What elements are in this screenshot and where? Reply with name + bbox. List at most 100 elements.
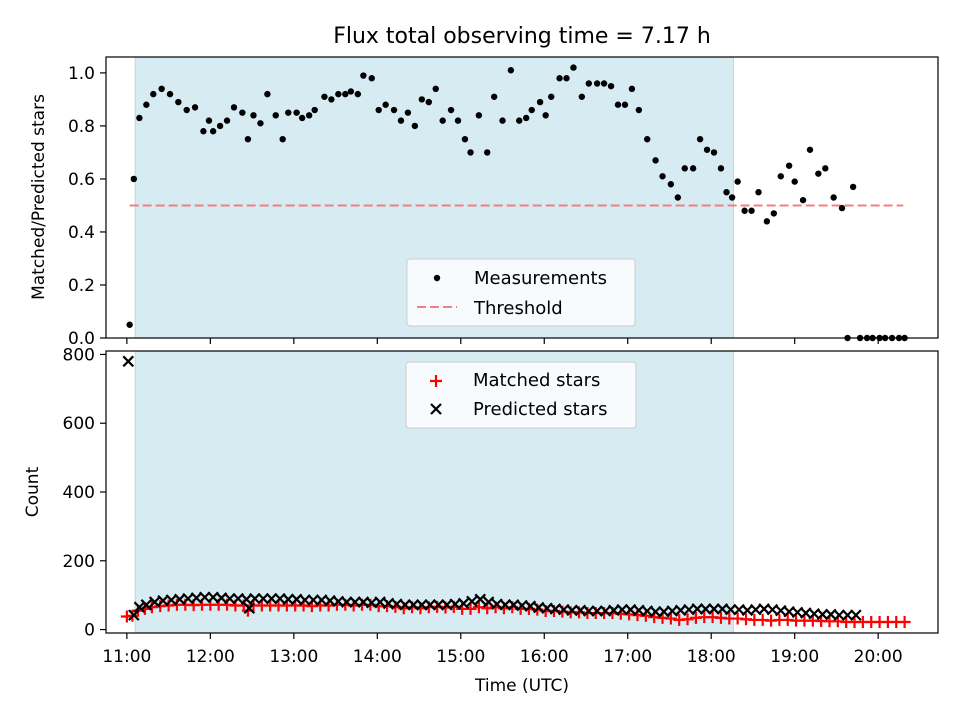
predicted-star-point	[399, 599, 411, 611]
measurement-point	[667, 181, 675, 188]
predicted-star-point	[133, 601, 146, 613]
measurement-point	[158, 85, 165, 93]
measurement-point	[723, 188, 730, 196]
measurement-point	[777, 173, 784, 180]
top-y-tick-label: 1.0	[68, 64, 95, 84]
bottom-x-tick-label: 12:00	[186, 647, 235, 667]
predicted-star-point	[482, 596, 495, 608]
predicted-star-point	[243, 602, 256, 615]
bottom-x-tick-label: 11:00	[102, 647, 151, 667]
measurement-point	[279, 135, 286, 143]
measurement-point	[467, 149, 474, 156]
measurement-point	[563, 75, 570, 82]
measurement-point	[342, 90, 349, 98]
measurement-point	[849, 183, 857, 191]
measurement-point	[126, 321, 133, 328]
predicted-star-point	[699, 603, 712, 615]
bottom-y-tick-label: 600	[63, 414, 95, 434]
bottom-y-tick-label: 800	[63, 345, 95, 365]
predicted-star-point	[128, 609, 140, 621]
measurement-point	[548, 93, 555, 100]
measurement-point	[628, 85, 636, 93]
measurement-point	[347, 88, 355, 95]
measurement-point	[652, 157, 659, 164]
measurement-point	[681, 165, 688, 172]
measurement-point	[404, 109, 412, 116]
measurement-point	[499, 117, 506, 124]
bottom-x-tick-label: 15:00	[436, 647, 485, 667]
predicted-star-point	[850, 609, 862, 621]
measurement-point	[216, 122, 224, 130]
bottom-y-axis-label: Count	[23, 466, 43, 517]
bottom-y-tick-label: 200	[63, 552, 95, 572]
predicted-star-point	[249, 592, 261, 605]
measurement-point	[710, 149, 718, 156]
predicted-star-point	[616, 603, 628, 616]
bottom-x-tick-label: 18:00	[687, 647, 736, 667]
predicted-star-point	[466, 595, 478, 608]
top-y-ticks: 0.0 0.2 0.4 0.6 0.8 1.0	[68, 64, 106, 349]
measurement-point	[298, 114, 306, 122]
measurement-point	[830, 194, 837, 201]
measurement-point	[418, 96, 426, 103]
top-y-tick-label: 0.6	[68, 170, 95, 190]
legend-measurements-marker	[433, 274, 441, 282]
bottom-y-tick-label: 400	[63, 483, 95, 503]
measurement-point	[293, 109, 300, 116]
measurement-point	[205, 117, 213, 124]
measurement-point	[838, 204, 846, 212]
predicted-star-point	[841, 609, 854, 621]
measurement-point	[311, 106, 318, 114]
measurement-point	[507, 67, 515, 74]
measurement-point	[570, 64, 577, 71]
predicted-star-point	[432, 599, 445, 611]
predicted-star-point	[499, 599, 512, 611]
predicted-star-point	[416, 599, 428, 611]
measurement-point	[806, 146, 814, 153]
measurement-point	[223, 117, 231, 124]
predicted-star-point	[583, 605, 595, 617]
measurement-point	[209, 128, 217, 135]
predicted-star-point	[265, 592, 278, 605]
measurement-point	[166, 90, 174, 98]
top-y-axis-label: Matched/Predicted stars	[29, 94, 49, 300]
measurement-point	[150, 90, 157, 98]
figure-title: Flux total observing time = 7.17 h	[333, 24, 711, 49]
measurement-point	[175, 98, 182, 106]
predicted-star-point	[833, 609, 845, 621]
predicted-star-point	[257, 592, 269, 605]
predicted-star-point	[407, 599, 420, 611]
measurement-point	[250, 112, 257, 119]
top-y-tick-label: 0.8	[68, 117, 95, 137]
bottom-x-ticks: 11:00 12:00 13:00 14:00 15:00 16:00 17:00 18:00…	[102, 633, 903, 667]
measurement-point	[791, 178, 798, 185]
measurement-point	[785, 162, 793, 169]
bottom-legend-box	[405, 361, 637, 429]
measurement-point	[621, 101, 629, 108]
predicted-star-point	[424, 599, 436, 611]
measurement-point	[411, 122, 419, 130]
measurement-point	[734, 178, 741, 185]
bottom-x-tick-label: 17:00	[603, 647, 652, 667]
measurement-point	[244, 135, 252, 143]
measurement-point	[354, 90, 362, 98]
predicted-star-point	[282, 593, 295, 606]
measurement-point	[397, 117, 405, 124]
measurement-point	[815, 170, 822, 177]
measurement-point	[475, 112, 483, 119]
top-y-tick-label: 0.0	[68, 329, 95, 349]
measurement-point	[425, 98, 432, 106]
predicted-star-point	[566, 604, 578, 617]
predicted-star-point	[591, 605, 603, 617]
measurement-point	[143, 101, 150, 108]
measurement-point	[614, 101, 622, 108]
measurement-point	[360, 72, 367, 79]
measurement-point	[635, 106, 643, 114]
bottom-legend: Matched stars Predicted stars	[405, 361, 637, 429]
predicted-star-point	[708, 603, 720, 615]
count-points	[120, 355, 911, 628]
measurement-point	[200, 128, 207, 135]
bottom-x-tick-label: 19:00	[770, 647, 819, 667]
